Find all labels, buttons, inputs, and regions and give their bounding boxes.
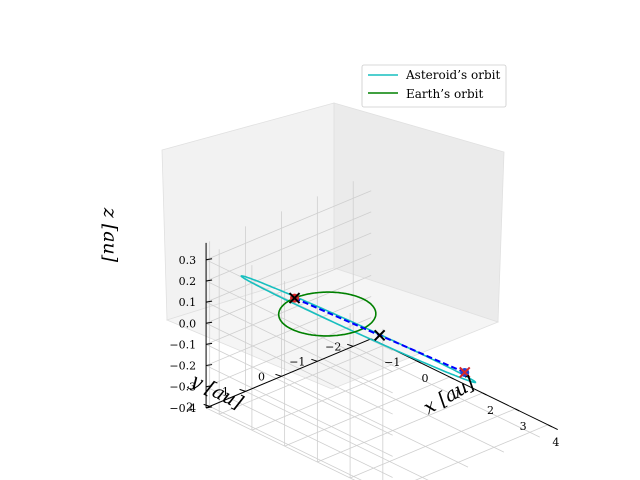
grid-line [245, 390, 429, 480]
z-tick-label: −0.1 [169, 338, 196, 351]
z-tick-mark [205, 342, 213, 345]
tick-labels: −101234−2−1012−0.4−0.3−0.2−0.10.00.10.20… [169, 254, 559, 449]
grid-line [317, 360, 505, 453]
grid-line [205, 301, 393, 394]
grid-line [205, 296, 372, 366]
earth-position-x [288, 292, 301, 304]
x-tick-mark [482, 392, 487, 396]
grid-line [251, 360, 418, 431]
grid-line [209, 406, 362, 480]
z-tick-label: 0.3 [179, 254, 197, 267]
x-tick-mark [449, 376, 454, 380]
z-tick-mark [205, 321, 213, 324]
x-tick-label: −1 [384, 356, 400, 369]
grid-line [205, 386, 393, 478]
grid-line [205, 344, 393, 436]
z-tick-mark [205, 258, 213, 261]
z-tick-mark [205, 279, 213, 282]
grid-line [205, 253, 372, 324]
x-tick-mark [547, 424, 553, 428]
y-tick-label: 0 [258, 370, 265, 383]
y-tick-mark [203, 403, 210, 407]
z-tick-label: −0.2 [169, 360, 196, 373]
grid-line [414, 424, 549, 480]
y-tick-mark [347, 343, 354, 347]
y-tick-mark [311, 358, 318, 362]
x-tick-label: 0 [421, 372, 428, 385]
grid-line [205, 317, 372, 388]
z-tick-mark [205, 364, 213, 367]
grid-line [205, 280, 393, 373]
grid-line [353, 345, 540, 438]
y-tick-label: −2 [325, 340, 341, 353]
grid-line [205, 407, 356, 480]
z-axis-label: z [au] [99, 207, 121, 263]
z-tick-label: 0.0 [179, 317, 197, 330]
x-tick-label: 2 [487, 404, 494, 417]
position-markers [288, 292, 471, 379]
z-tick-mark [205, 300, 213, 303]
grid-line [284, 376, 450, 447]
grid-line [281, 375, 469, 468]
z-tick-label: −0.3 [169, 381, 196, 394]
legend-label-earth: Earth’s orbit [406, 87, 483, 101]
y-tick-label: 1 [222, 385, 229, 398]
x-tick-mark [514, 408, 520, 412]
z-tick-label: −0.4 [169, 402, 196, 415]
midpoint-x [373, 329, 386, 341]
z-tick-mark [205, 385, 213, 388]
grid-line [205, 274, 372, 345]
x-tick-label: 3 [520, 420, 527, 433]
grid-line [219, 344, 385, 415]
x-tick-label: 4 [552, 436, 559, 449]
y-tick-label: 2 [186, 400, 193, 413]
x-tick-mark [416, 360, 422, 364]
grid-line [205, 365, 393, 457]
z-tick-mark [205, 406, 213, 409]
grid-line [205, 211, 372, 282]
legend-label-asteroid: Asteroid’s orbit [405, 68, 500, 82]
x-tick-label: 1 [454, 388, 461, 401]
grid-line [205, 190, 372, 261]
asteroid-position-x [459, 366, 471, 379]
y-tick-mark [275, 373, 282, 377]
z-tick-label: 0.2 [179, 275, 197, 288]
grid-line [317, 392, 483, 463]
x-axis-label: x [au] [420, 372, 479, 419]
grid-line [349, 408, 516, 479]
y-axis-line [205, 338, 372, 409]
legend: Asteroid’s orbit Earth’s orbit [361, 64, 507, 108]
floor-pane [165, 267, 500, 390]
z-tick-label: 0.1 [179, 296, 197, 309]
y-tick-mark [239, 388, 246, 392]
grid-line [205, 232, 372, 303]
y-tick-label: −1 [289, 355, 305, 368]
